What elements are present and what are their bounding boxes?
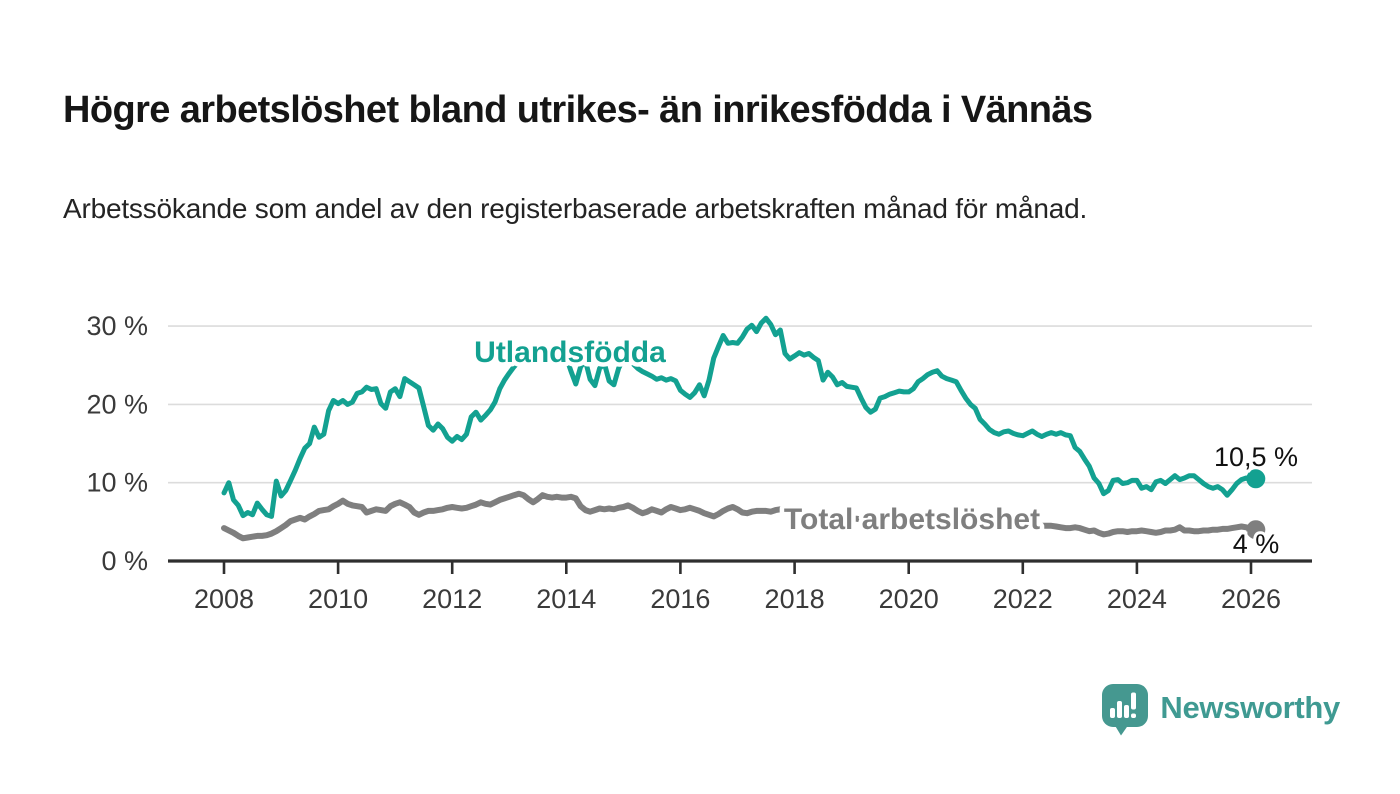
x-tick-label: 2014: [536, 584, 596, 614]
end-value-label-utlandsfodda: 10,5 %: [1214, 442, 1298, 472]
end-dot-utlandsfodda: [1246, 469, 1266, 489]
series-line-total: [221, 490, 1259, 542]
y-tick-label: 10 %: [86, 468, 148, 498]
chart-subtitle: Arbetssökande som andel av den registerb…: [63, 193, 1088, 224]
x-tick-label: 2024: [1107, 584, 1167, 614]
series-label-utlandsfodda: Utlandsfödda: [474, 336, 666, 369]
page-title: Högre arbetslöshet bland utrikes- än inr…: [63, 89, 1093, 132]
bar-chart-speech-bubble-icon: [1099, 682, 1151, 741]
x-tick-label: 2018: [765, 584, 825, 614]
x-tick-label: 2016: [650, 584, 710, 614]
series-label-total: Total arbetslöshet: [784, 503, 1040, 536]
series-line-utlandsfodda: [221, 315, 1259, 519]
x-tick-label: 2008: [194, 584, 254, 614]
newsworthy-wordmark: Newsworthy: [1160, 690, 1340, 725]
end-value-label-total: 4 %: [1233, 529, 1280, 559]
y-tick-label: 30 %: [86, 311, 148, 341]
y-tick-label: 0 %: [101, 546, 148, 576]
x-tick-label: 2026: [1221, 584, 1281, 614]
newsworthy-logo: Newsworthy: [1099, 682, 1340, 741]
end-dot-total: [1246, 520, 1266, 540]
y-tick-label: 20 %: [86, 389, 148, 419]
x-tick-label: 2022: [993, 584, 1053, 614]
x-tick-label: 2012: [422, 584, 482, 614]
x-tick-label: 2010: [308, 584, 368, 614]
x-tick-label: 2020: [879, 584, 939, 614]
